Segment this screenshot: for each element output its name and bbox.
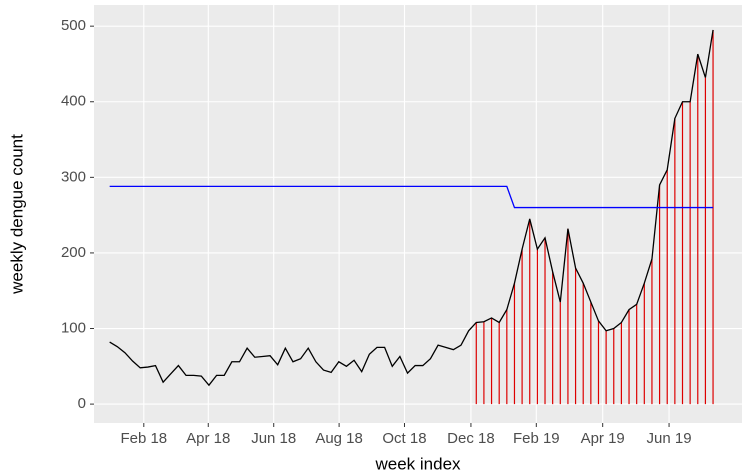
y-tick-label: 500 <box>61 17 86 34</box>
x-tick-label: Dec 18 <box>447 430 495 447</box>
x-tick-label: Apr 18 <box>186 430 230 447</box>
x-tick-label: Feb 19 <box>513 430 560 447</box>
x-tick-label: Jun 18 <box>251 430 296 447</box>
y-tick-label: 0 <box>78 395 86 412</box>
series-line <box>109 29 714 387</box>
x-tick-label: Apr 19 <box>581 430 625 447</box>
x-axis-title: week index <box>374 454 461 473</box>
y-tick-label: 400 <box>61 93 86 110</box>
panel <box>94 5 742 423</box>
y-tick-label: 200 <box>61 244 86 261</box>
y-axis-title: weekly dengue count <box>7 134 26 295</box>
x-tick-label: Jun 19 <box>647 430 692 447</box>
y-tick-label: 300 <box>61 168 86 185</box>
x-tick-label: Oct 18 <box>382 430 426 447</box>
y-tick-label: 100 <box>61 319 86 336</box>
x-tick-label: Aug 18 <box>315 430 363 447</box>
x-tick-label: Feb 18 <box>120 430 167 447</box>
series-line <box>109 185 714 209</box>
